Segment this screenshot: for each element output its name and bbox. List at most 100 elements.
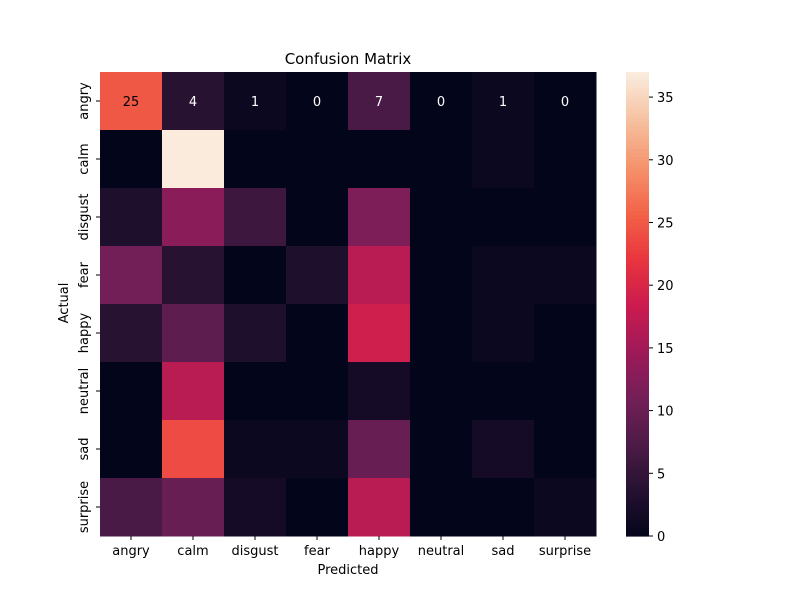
colorbar-segment [626,311,649,317]
colorbar-segment [626,508,649,514]
colorbar-segment [626,342,649,348]
colorbar-segment [626,377,649,382]
x-tick-label: neutral [418,544,465,559]
colorbar-segment [626,249,649,255]
heatmap-cell [410,304,473,363]
heatmap-cell [162,420,225,479]
colorbar-segment [626,176,649,181]
heatmap-cell [410,130,473,189]
colorbar-segment [626,246,649,251]
cell-value-label: 0 [313,95,321,110]
y-tick-label: neutral [77,368,92,415]
cell-value-label: 1 [251,95,259,110]
colorbar-segment [626,133,649,139]
colorbar-segment [626,276,649,282]
colorbar-segment [626,327,649,332]
colorbar-segment [626,354,649,359]
colorbar-segment [626,315,649,321]
colorbar-segment [626,114,649,119]
colorbar-segment [626,87,649,92]
cell-value-label: 4 [189,95,197,110]
colorbar-segment [626,234,649,239]
colorbar-segment [626,261,649,266]
colorbar: 0 5 10 15 20 25 30 35 [626,72,674,545]
colorbar-segment [626,532,649,537]
heatmap-cell [286,72,349,131]
heatmap-cell [348,188,411,247]
heatmap-cell [472,362,535,421]
colorbar-segment [626,253,649,259]
colorbar-segment [626,79,649,85]
heatmap-cell-labels: 25 4 1 0 7 0 1 0 [123,95,569,110]
colorbar-segment [626,226,649,232]
x-tick-label: happy [359,544,400,559]
y-tick-label: disgust [77,194,92,241]
colorbar-segment [626,195,649,201]
colorbar-segment [626,400,649,406]
x-tick-label: surprise [539,544,591,559]
colorbar-segment [626,307,649,313]
colorbar-segment [626,273,649,278]
heatmap-cell [472,420,535,479]
colorbar-segment [626,365,649,371]
y-tick-label: angry [77,82,92,120]
colorbar-segment [626,191,649,197]
heatmap-cell [224,246,287,305]
colorbar-segment [626,300,649,305]
colorbar-tick-label: 0 [657,530,665,545]
heatmap-cell [162,478,225,537]
colorbar-segment [626,149,649,154]
colorbar-segment [626,126,649,131]
colorbar-tick-label: 15 [657,342,674,357]
heatmap-cell [534,478,597,537]
cell-value-label: 0 [437,95,445,110]
y-tick-label: surprise [77,481,92,533]
colorbar-segment [626,238,649,243]
heatmap-cell [534,420,597,479]
heatmap-cell [410,362,473,421]
colorbar-segment [626,362,649,367]
heatmap-cell [534,188,597,247]
heatmap-cell [472,72,535,131]
colorbar-segment [626,137,649,143]
colorbar-segment [626,493,649,498]
colorbar-segment [626,75,649,81]
colorbar-segment [626,284,649,290]
heatmap-cell [224,72,287,131]
heatmap-cell [348,130,411,189]
colorbar-segment [626,481,649,487]
colorbar-segment [626,164,649,170]
colorbar-tick-label: 10 [657,405,674,420]
colorbar-segment [626,157,649,162]
colorbar-segment [626,358,649,363]
heatmap-cell [410,246,473,305]
heatmap-cell [162,304,225,363]
x-tick-label: sad [492,544,515,559]
colorbar-segment [626,269,649,274]
colorbar-segment [626,501,649,506]
colorbar-segment [626,470,649,475]
colorbar-segment [626,230,649,235]
heatmap-cell [472,304,535,363]
colorbar-segment [626,450,649,456]
heatmap-cell [348,420,411,479]
heatmap-cell [224,304,287,363]
y-tick-labels: angry calm disgust fear happy neutral sad surpr… [77,82,100,533]
colorbar-segment [626,91,649,96]
x-tick-label: calm [177,544,208,559]
colorbar-segment [626,211,649,216]
heatmap-cell [472,246,535,305]
x-tick-label: angry [112,544,150,559]
heatmap-cell [534,130,597,189]
colorbar-segment [626,153,649,158]
heatmap-cell [162,72,225,131]
x-tick-label: disgust [232,544,279,559]
colorbar-segment [626,265,649,270]
colorbar-segment [626,188,649,193]
colorbar-segment [626,454,649,460]
heatmap-cell [410,478,473,537]
colorbar-segment [626,218,649,224]
colorbar-segment [626,420,649,425]
heatmap-cell [224,478,287,537]
